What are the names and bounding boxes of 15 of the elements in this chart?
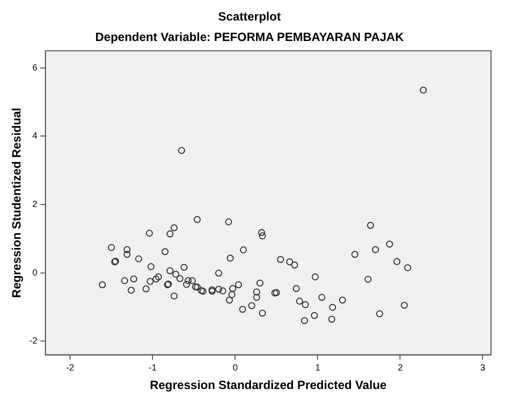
chart-subtitle: Dependent Variable: PEFORMA PEMBAYARAN PAJAK xyxy=(95,30,404,44)
y-axis-title: Regression Studentized Residual xyxy=(10,108,24,298)
y-tick-label: 0 xyxy=(32,267,38,278)
x-axis-title: Regression Standardized Predicted Value xyxy=(150,378,387,392)
y-tick-label: -2 xyxy=(29,336,38,346)
x-tick-label: 2 xyxy=(398,362,403,373)
x-tick-label: -2 xyxy=(66,362,74,373)
y-tick-label: 4 xyxy=(32,130,38,141)
chart-title: Scatterplot xyxy=(218,10,281,24)
x-tick-label: 0 xyxy=(232,362,238,373)
y-tick-label: 2 xyxy=(32,198,38,209)
x-tick-label: 3 xyxy=(480,362,486,373)
y-tick-label: 6 xyxy=(32,62,38,72)
x-tick-label: -1 xyxy=(148,362,157,373)
x-tick-label: 1 xyxy=(315,362,320,373)
